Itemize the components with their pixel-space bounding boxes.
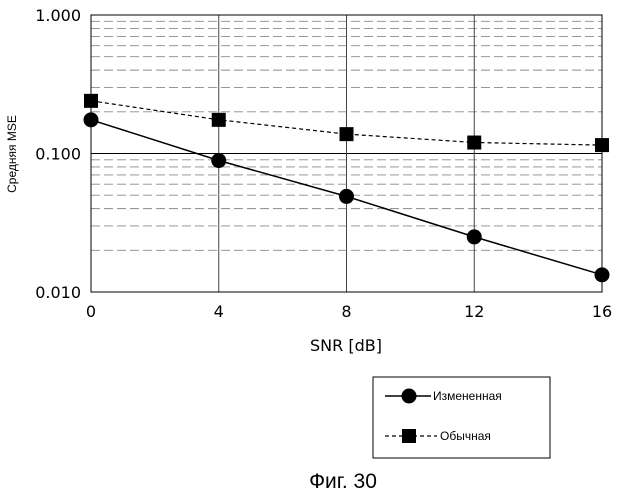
x-tick-label: 0 xyxy=(86,302,96,321)
grid xyxy=(91,15,602,292)
legend: Измененная Обычная xyxy=(373,377,550,458)
series-point-0 xyxy=(467,229,482,244)
y-tick-label: 1.000 xyxy=(35,6,81,25)
x-axis-title: SNR [dB] xyxy=(310,336,382,355)
series-point-0 xyxy=(339,189,354,204)
series-point-0 xyxy=(84,112,99,127)
x-ticks: 0 4 8 12 16 xyxy=(86,302,612,321)
series-point-0 xyxy=(211,153,226,168)
y-tick-label: 0.100 xyxy=(35,145,81,164)
legend-marker-obychnaya xyxy=(402,429,416,443)
x-tick-label: 8 xyxy=(341,302,351,321)
series-point-1 xyxy=(212,113,226,127)
x-tick-label: 16 xyxy=(592,302,612,321)
series-point-1 xyxy=(84,94,98,108)
series-point-0 xyxy=(595,267,610,282)
series-point-1 xyxy=(340,127,354,141)
series-point-1 xyxy=(467,136,481,150)
y-tick-label: 0.010 xyxy=(35,283,81,302)
legend-label-obychnaya: Обычная xyxy=(440,429,491,443)
y-axis-title: Средняя MSE xyxy=(5,115,19,193)
y-ticks: 0.010 0.100 1.000 xyxy=(35,6,81,302)
series-point-1 xyxy=(595,138,609,152)
x-tick-label: 4 xyxy=(214,302,224,321)
x-tick-label: 12 xyxy=(464,302,484,321)
figure-caption: Фиг. 30 xyxy=(309,470,377,493)
legend-label-izmenennaya: Измененная xyxy=(433,389,502,403)
legend-marker-izmenennaya xyxy=(402,389,417,404)
